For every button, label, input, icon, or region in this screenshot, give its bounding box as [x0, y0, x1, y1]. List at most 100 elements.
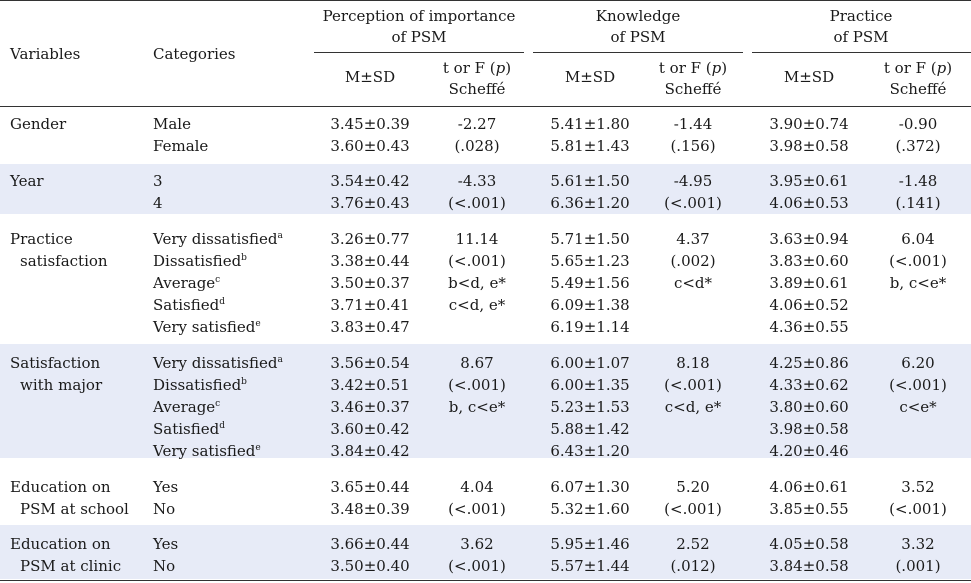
group-title-knowledge: Knowledge of PSM [595, 7, 681, 46]
msd-cell: 4.33±0.62 [769, 376, 849, 394]
subheader-msd: M±SD [344, 68, 396, 86]
header-categories: Categories [153, 45, 236, 63]
msd-cell: 3.98±0.58 [769, 137, 849, 155]
variable-label: PSM at school [20, 500, 129, 518]
msd-cell: 5.61±1.50 [550, 172, 630, 190]
msd-cell: 3.54±0.42 [330, 172, 410, 190]
stat-cell: 2.52 [676, 535, 710, 553]
group-title-perception: Perception of importance of PSM [322, 7, 516, 46]
msd-cell: 3.60±0.42 [330, 420, 410, 438]
stat-cell: -0.90 [898, 115, 938, 133]
stat-cell: 3.32 [901, 535, 935, 553]
msd-cell: 6.36±1.20 [550, 194, 630, 212]
msd-cell: 4.06±0.61 [769, 478, 849, 496]
category-label: 4 [153, 194, 163, 212]
stat-cell: 6.20 [901, 354, 935, 372]
category-label: Very dissatisfieda [153, 230, 283, 248]
stat-cell: -4.33 [457, 172, 497, 190]
msd-cell: 3.95±0.61 [769, 172, 849, 190]
group-rule-2 [533, 52, 743, 53]
row-band [0, 525, 971, 579]
category-label: Dissatisfiedb [153, 376, 247, 394]
msd-cell: 3.85±0.55 [769, 500, 849, 518]
msd-cell: 5.49±1.56 [550, 274, 630, 292]
msd-cell: 3.83±0.60 [769, 252, 849, 270]
category-label: Very satisfiede [153, 442, 261, 460]
stat-cell: 3.62 [460, 535, 494, 553]
msd-cell: 5.95±1.46 [550, 535, 630, 553]
stat-cell: -1.48 [898, 172, 938, 190]
variable-label: Satisfaction [10, 354, 101, 372]
variable-label: Education on [10, 535, 111, 553]
stat-cell: (<.001) [448, 194, 506, 212]
group-rule-3 [752, 52, 971, 53]
stat-cell: (.372) [895, 137, 941, 155]
msd-cell: 5.32±1.60 [550, 500, 630, 518]
category-label: Satisfiedd [153, 420, 225, 438]
top-rule [0, 0, 971, 1]
variable-label: satisfaction [20, 252, 108, 270]
stat-cell: -2.27 [457, 115, 497, 133]
variable-label: PSM at clinic [20, 557, 122, 575]
msd-cell: 5.57±1.44 [550, 557, 630, 575]
msd-cell: 3.90±0.74 [769, 115, 849, 133]
msd-cell: 4.36±0.55 [769, 318, 849, 336]
category-label: Female [153, 137, 209, 155]
subheader-stat: t or F (p) Scheffé [658, 59, 728, 98]
stat-cell: (<.001) [448, 376, 506, 394]
stat-cell: 11.14 [455, 230, 499, 248]
msd-cell: 3.45±0.39 [330, 115, 410, 133]
stat-cell: (<.001) [664, 500, 722, 518]
stat-cell: 6.04 [901, 230, 935, 248]
msd-cell: 3.71±0.41 [330, 296, 410, 314]
group-title-practice: Practice of PSM [829, 7, 893, 46]
stat-cell: 4.04 [460, 478, 494, 496]
subheader-stat: t or F (p) Scheffé [442, 59, 512, 98]
stat-cell: (<.001) [448, 557, 506, 575]
msd-cell: 5.71±1.50 [550, 230, 630, 248]
msd-cell: 5.81±1.43 [550, 137, 630, 155]
subheader-msd: M±SD [783, 68, 835, 86]
stat-cell: (.028) [454, 137, 500, 155]
category-label: Yes [153, 535, 179, 553]
msd-cell: 4.20±0.46 [769, 442, 849, 460]
msd-cell: 3.26±0.77 [330, 230, 410, 248]
group-rule-1 [314, 52, 524, 53]
stat-cell: -4.95 [673, 172, 713, 190]
msd-cell: 5.41±1.80 [550, 115, 630, 133]
bottom-rule [0, 580, 971, 581]
stat-cell: b<d, e* [448, 274, 506, 292]
msd-cell: 3.46±0.37 [330, 398, 410, 416]
stat-cell: c<d, e* [448, 296, 506, 314]
stat-cell: (<.001) [889, 500, 947, 518]
stat-cell: (<.001) [664, 376, 722, 394]
msd-cell: 3.56±0.54 [330, 354, 410, 372]
msd-cell: 3.38±0.44 [330, 252, 410, 270]
stat-cell: 4.37 [676, 230, 710, 248]
stat-cell: (<.001) [664, 194, 722, 212]
header-bottom-rule [0, 106, 971, 107]
msd-cell: 4.05±0.58 [769, 535, 849, 553]
msd-cell: 6.07±1.30 [550, 478, 630, 496]
stat-cell: b, c<e* [889, 274, 947, 292]
stat-cell: 8.67 [460, 354, 494, 372]
msd-cell: 3.98±0.58 [769, 420, 849, 438]
stat-cell: 5.20 [676, 478, 710, 496]
variable-label: with major [20, 376, 103, 394]
category-label: Yes [153, 478, 179, 496]
stat-cell: (<.001) [889, 252, 947, 270]
stat-cell: (.141) [895, 194, 941, 212]
msd-cell: 4.06±0.53 [769, 194, 849, 212]
msd-cell: 6.43±1.20 [550, 442, 630, 460]
category-label: Averagec [153, 398, 221, 416]
variable-label: Practice [10, 230, 73, 248]
msd-cell: 6.19±1.14 [550, 318, 630, 336]
category-label: 3 [153, 172, 163, 190]
subheader-msd: M±SD [564, 68, 616, 86]
category-label: No [153, 500, 176, 518]
stat-cell: (<.001) [889, 376, 947, 394]
stat-cell: (<.001) [448, 252, 506, 270]
category-label: No [153, 557, 176, 575]
msd-cell: 3.66±0.44 [330, 535, 410, 553]
